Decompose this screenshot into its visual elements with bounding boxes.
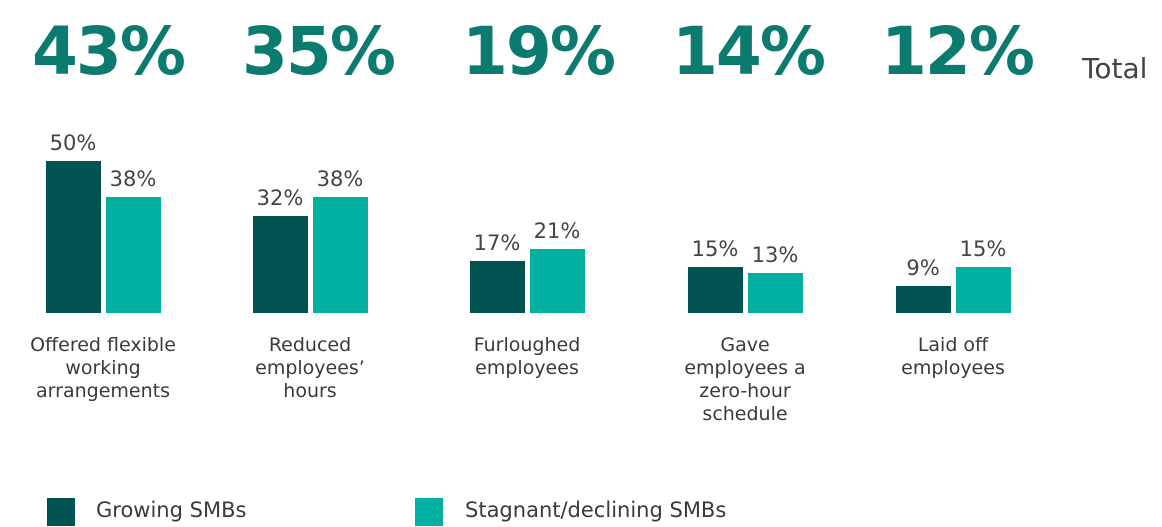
legend-swatch <box>47 498 75 526</box>
value-label: 21% <box>533 219 581 244</box>
total-label: Total <box>1082 52 1148 85</box>
value-label: 15% <box>691 237 739 262</box>
value-label: 50% <box>49 131 97 155</box>
category-label: Reduced employees’ hours <box>255 334 365 402</box>
total-value: 14% <box>672 13 826 90</box>
bar <box>529 249 585 313</box>
value-label: 17% <box>473 231 521 256</box>
value-label: 9% <box>906 255 940 280</box>
category-label: Offered flexible working arrangements <box>30 334 176 402</box>
bar <box>469 261 525 313</box>
bar <box>955 267 1011 313</box>
category-label: Furloughed employees <box>473 334 581 379</box>
value-label: 38% <box>316 167 364 192</box>
total-value: 12% <box>881 13 1035 90</box>
legend-label: Growing SMBs <box>96 498 247 522</box>
value-label: 38% <box>109 167 157 192</box>
category-label: Laid off employees <box>901 334 1005 379</box>
total-value: 35% <box>242 13 396 90</box>
value-label: 32% <box>256 185 304 210</box>
bar <box>45 161 101 313</box>
bar <box>747 273 803 313</box>
total-value: 43% <box>32 13 186 90</box>
bar <box>312 197 368 313</box>
bar <box>687 267 743 313</box>
bar <box>252 215 308 313</box>
legend-label: Stagnant/declining SMBs <box>465 498 727 522</box>
category-label: Gave employees a zero-hour schedule <box>684 334 806 425</box>
bar <box>895 285 951 313</box>
legend-swatch <box>415 498 443 526</box>
bar <box>105 197 161 313</box>
value-label: 13% <box>751 243 799 268</box>
value-label: 15% <box>959 237 1007 262</box>
total-value: 19% <box>462 13 616 90</box>
